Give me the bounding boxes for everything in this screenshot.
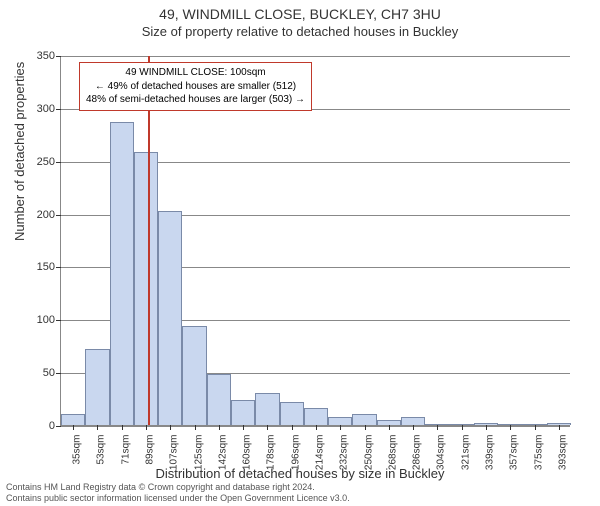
ytick-mark (56, 373, 61, 374)
ytick-label: 200 (37, 209, 55, 221)
histogram-bar (110, 122, 134, 425)
xtick-mark (170, 425, 171, 430)
xtick-mark (316, 425, 317, 430)
xtick-mark (97, 425, 98, 430)
xtick-mark (535, 425, 536, 430)
ytick-label: 50 (43, 367, 55, 379)
page-subtitle: Size of property relative to detached ho… (0, 24, 600, 39)
histogram-bar (328, 417, 352, 425)
xtick-mark (510, 425, 511, 430)
ytick-label: 150 (37, 261, 55, 273)
xtick-mark (267, 425, 268, 430)
ytick-label: 0 (49, 420, 55, 432)
xtick-label: 339sqm (485, 435, 496, 471)
histogram-bar (207, 374, 231, 425)
xtick-mark (195, 425, 196, 430)
marker-line (148, 56, 150, 425)
histogram-bar (134, 152, 158, 425)
yaxis-label: Number of detached properties (12, 62, 27, 241)
xtick-label: 125sqm (193, 435, 204, 471)
footer-line2: Contains public sector information licen… (6, 493, 350, 504)
xtick-label: 71sqm (120, 435, 131, 465)
histogram-bar (401, 417, 425, 425)
histogram-bar (158, 211, 182, 425)
histogram-bar (304, 408, 328, 425)
xtick-mark (486, 425, 487, 430)
xtick-mark (389, 425, 390, 430)
histogram-bar (352, 414, 376, 425)
xtick-label: 196sqm (290, 435, 301, 471)
xtick-label: 304sqm (436, 435, 447, 471)
ytick-label: 300 (37, 103, 55, 115)
annotation-line3: 48% of semi-detached houses are larger (… (86, 93, 305, 107)
gridline (61, 56, 570, 57)
xtick-label: 357sqm (509, 435, 520, 471)
histogram-bar (255, 393, 279, 425)
xtick-label: 178sqm (266, 435, 277, 471)
xtick-label: 89sqm (145, 435, 156, 465)
ytick-label: 250 (37, 156, 55, 168)
xtick-label: 393sqm (557, 435, 568, 471)
xtick-mark (146, 425, 147, 430)
ytick-label: 350 (37, 50, 55, 62)
xtick-label: 35sqm (72, 435, 83, 465)
annotation-box: 49 WINDMILL CLOSE: 100sqm← 49% of detach… (79, 62, 312, 111)
histogram-bar (85, 349, 109, 425)
xtick-mark (243, 425, 244, 430)
xtick-mark (292, 425, 293, 430)
xtick-label: 268sqm (387, 435, 398, 471)
xaxis-label: Distribution of detached houses by size … (0, 466, 600, 481)
ytick-mark (56, 56, 61, 57)
ytick-mark (56, 215, 61, 216)
xtick-label: 142sqm (217, 435, 228, 471)
xtick-mark (437, 425, 438, 430)
page-title: 49, WINDMILL CLOSE, BUCKLEY, CH7 3HU (0, 6, 600, 22)
xtick-mark (365, 425, 366, 430)
annotation-line2: ← 49% of detached houses are smaller (51… (86, 80, 305, 94)
ytick-mark (56, 162, 61, 163)
xtick-label: 160sqm (242, 435, 253, 471)
xtick-mark (219, 425, 220, 430)
xtick-label: 250sqm (363, 435, 374, 471)
xtick-mark (462, 425, 463, 430)
histogram-bar (61, 414, 85, 425)
footer-attribution: Contains HM Land Registry data © Crown c… (6, 482, 350, 504)
ytick-label: 100 (37, 314, 55, 326)
annotation-line1: 49 WINDMILL CLOSE: 100sqm (86, 66, 305, 80)
histogram-bar (231, 400, 255, 425)
xtick-label: 53sqm (96, 435, 107, 465)
xtick-label: 214sqm (315, 435, 326, 471)
ytick-mark (56, 267, 61, 268)
xtick-mark (122, 425, 123, 430)
xtick-mark (73, 425, 74, 430)
histogram-bar (280, 402, 304, 425)
ytick-mark (56, 109, 61, 110)
xtick-mark (340, 425, 341, 430)
xtick-label: 321sqm (460, 435, 471, 471)
histogram-chart: 05010015020025030035035sqm53sqm71sqm89sq… (60, 56, 570, 426)
xtick-mark (559, 425, 560, 430)
xtick-label: 232sqm (339, 435, 350, 471)
ytick-mark (56, 320, 61, 321)
xtick-label: 107sqm (169, 435, 180, 471)
footer-line1: Contains HM Land Registry data © Crown c… (6, 482, 350, 493)
xtick-mark (413, 425, 414, 430)
xtick-label: 286sqm (412, 435, 423, 471)
ytick-mark (56, 426, 61, 427)
histogram-bar (182, 326, 206, 425)
xtick-label: 375sqm (533, 435, 544, 471)
